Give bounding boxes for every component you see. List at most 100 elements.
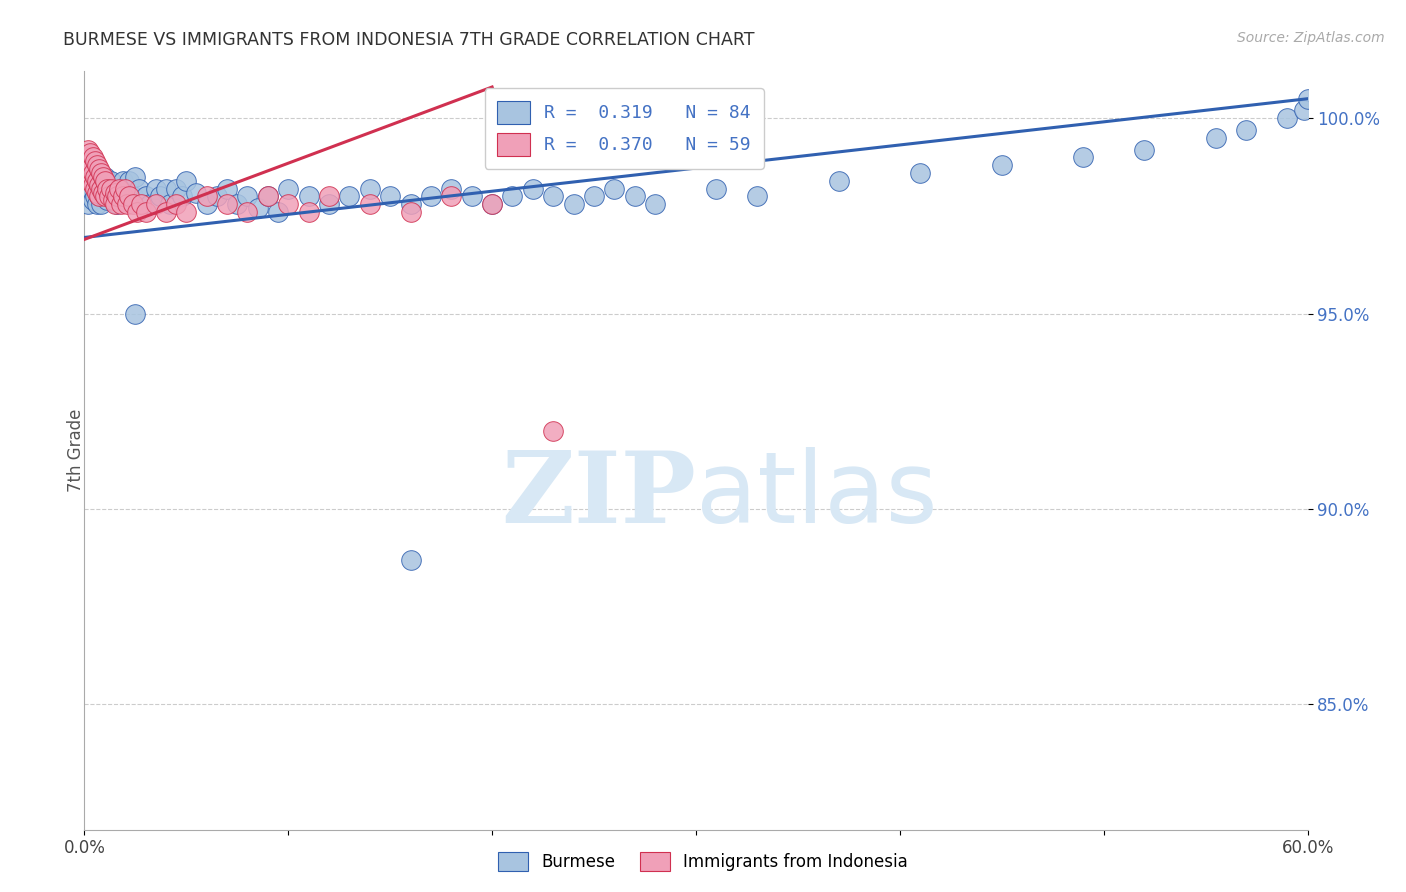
Point [165,181,187,195]
Point [87,189,110,203]
Point [79,174,101,188]
Point [91,186,114,200]
Point [83,189,105,203]
Point [87,169,110,184]
Point [108,181,131,195]
Point [82,178,104,192]
Point [159,197,181,211]
Point [205,189,228,203]
Point [93,174,115,188]
Point [83,154,105,169]
Point [828,174,851,188]
Point [83,162,105,177]
Point [77,143,100,157]
Point [318,197,340,211]
Point [86,181,108,195]
Point [583,189,606,203]
Point [101,189,124,203]
Point [75,162,97,177]
Point [502,189,524,203]
Point [101,194,124,208]
Point [165,197,187,211]
Point [155,205,177,219]
Point [195,197,218,211]
Point [97,189,120,203]
Point [122,189,145,203]
Point [186,186,208,200]
Point [399,197,422,211]
Point [90,181,112,195]
Point [318,189,340,203]
Point [105,197,128,211]
Point [79,181,101,195]
Point [149,189,172,203]
Point [644,197,666,211]
Point [82,194,104,208]
Point [82,150,104,164]
Point [93,181,115,195]
Point [87,189,110,203]
Point [96,181,118,195]
Text: atlas: atlas [696,448,938,544]
Point [1133,143,1156,157]
Point [105,189,128,203]
Point [122,197,145,211]
Point [440,181,463,195]
Point [174,205,197,219]
Point [440,189,463,203]
Point [217,197,239,211]
Point [706,181,728,195]
Point [118,189,141,203]
Point [991,158,1014,172]
Point [236,189,259,203]
Point [543,424,565,438]
Point [96,194,118,208]
Point [82,169,104,184]
Y-axis label: 7th Grade: 7th Grade [67,409,84,492]
Point [82,166,104,180]
Point [112,189,135,203]
Point [87,178,110,192]
Point [114,181,136,195]
Point [86,158,108,172]
Point [174,174,197,188]
Point [90,166,112,180]
Point [77,197,100,211]
Point [131,197,153,211]
Point [420,189,443,203]
Point [87,162,110,177]
Point [522,181,544,195]
Point [359,181,381,195]
Point [747,189,769,203]
Point [124,169,146,184]
Point [1277,112,1299,126]
Point [603,181,626,195]
Point [86,197,108,211]
Point [104,186,127,200]
Text: Source: ZipAtlas.com: Source: ZipAtlas.com [1237,31,1385,45]
Point [90,181,112,195]
Point [257,189,280,203]
Point [114,194,136,208]
Point [135,205,157,219]
Point [112,174,135,188]
Point [1205,130,1227,145]
Point [75,189,97,203]
Point [93,169,115,184]
Point [128,181,150,195]
Point [118,174,141,188]
Point [399,553,422,567]
Point [1292,103,1315,118]
Point [83,181,105,195]
Point [267,205,290,219]
Point [236,205,259,219]
Point [97,186,120,200]
Point [104,197,127,211]
Point [108,189,131,203]
Point [399,205,422,219]
Point [277,181,299,195]
Point [277,197,299,211]
Point [145,181,167,195]
Point [298,205,321,219]
Point [172,189,194,203]
